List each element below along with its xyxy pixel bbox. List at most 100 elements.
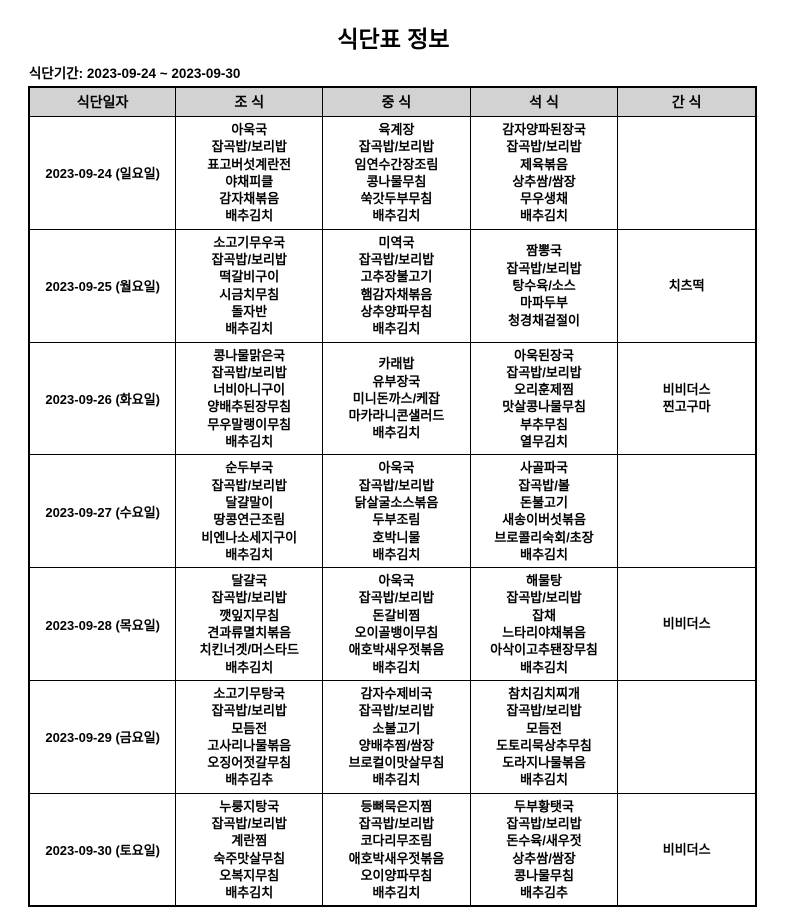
meal-plan-table: 식단일자 조 식 중 식 석 식 간 식 2023-09-24 (일요일) 아욱국… [28,86,757,907]
menu-item: 배추김치 [372,772,421,788]
menu-item: 임연수간장조림 [354,156,439,172]
menu-item: 오복지무침 [219,867,280,883]
snack-cell [617,116,757,230]
menu-item: 돈불고기 [520,494,568,510]
meal-row: 2023-09-30 (토요일) 누룽지탕국 잡곡밥/보리밥 계란찜 숙주맛살무침 오복지… [28,792,757,907]
menu-item: 모듬전 [526,720,562,736]
menu-item: 잡곡밥/보리밥 [211,703,287,719]
menu-item: 잡곡밥/보리밥 [506,260,582,276]
date-cell: 2023-09-28 (목요일) [28,567,177,681]
menu-item: 사골파국 [520,460,568,476]
menu-item: 잡곡밥/보리밥 [358,703,435,719]
dinner-cell: 감자양파된장국 잡곡밥/보리밥 제육볶음 상추쌈/쌈장 무우생채 배추김치 [469,116,619,230]
menu-item: 상추양파무침 [360,303,433,319]
menu-item: 찐고구마 [662,399,711,415]
menu-item: 오리훈제찜 [514,382,574,398]
dinner-cell: 해물탕 잡곡밥/보리밥 잡채 느타리야채볶음 아삭이고추됀장무침 배추김치 [469,567,619,681]
menu-item: 잡곡밥/보리밥 [211,590,287,606]
menu-item: 계란찜 [231,833,268,849]
menu-item: 콩나물무침 [366,173,427,189]
menu-item: 배추김추 [225,772,274,788]
menu-item: 청경채겉절이 [508,312,580,328]
menu-item: 잡곡밥/보리밥 [358,590,435,606]
menu-item: 고추장불고기 [360,269,433,285]
menu-item: 잡곡밥/보리밥 [211,252,287,268]
menu-item: 미역국 [378,234,415,250]
menu-item: 탕수육/소스 [512,278,576,294]
menu-item: 잡곡밥/보리밥 [506,364,582,380]
dinner-cell: 두부황탯국 잡곡밥/보리밥 돈수육/새우젓 상추쌈/쌈장 콩나물무침 배추김추 [469,792,619,907]
menu-item: 잡곡밥/보리밥 [211,139,287,155]
menu-item: 잡곡밥/보리밥 [211,364,287,380]
menu-item: 배추김치 [520,659,568,675]
menu-item: 배추김추 [520,885,568,901]
lunch-cell: 등뼈묵은지찜 잡곡밥/보리밥 코다리무조림 애호박새우젓볶음 오이양파무침 배추김치 [322,792,471,907]
menu-item: 배추김치 [520,546,568,562]
menu-item: 잡곡밥/보리밥 [358,477,435,493]
breakfast-cell: 아욱국 잡곡밥/보리밥 표고버섯계란전 야채피클 감자채볶음 배추김치 [175,116,324,230]
menu-item: 배추김치 [372,208,421,224]
menu-item: 돈갈비찜 [372,607,421,623]
menu-item: 치킨너겟/머스타드 [199,642,299,658]
menu-item: 미니돈까스/케잡 [352,390,441,406]
menu-item: 소고기무탕국 [213,685,286,701]
header-lunch: 중 식 [322,86,471,117]
menu-item: 너비아니구이 [213,382,286,398]
menu-item: 오이골뱅이무침 [354,625,439,641]
menu-item: 잡곡밥/보리밥 [358,139,435,155]
menu-item: 감자수제비국 [360,685,433,701]
menu-item: 도라지나물볶음 [502,755,586,771]
menu-item: 배추김치 [372,885,421,901]
menu-item: 돌자반 [231,303,268,319]
breakfast-cell: 소고기무우국 잡곡밥/보리밥 떡갈비구이 시금치무침 돌자반 배추김치 [175,228,324,343]
date-cell: 2023-09-29 (금요일) [28,679,177,794]
menu-item: 배추김치 [225,434,274,450]
menu-item: 배추김치 [225,659,274,675]
menu-item: 치츠떡 [668,278,705,294]
menu-item: 배추김치 [520,772,568,788]
menu-item: 브로콜리숙회/초장 [494,529,594,545]
menu-item: 배추김치 [520,208,568,224]
snack-cell [617,679,757,794]
date-cell: 2023-09-24 (일요일) [28,116,177,230]
menu-item: 깻잎지무침 [219,607,280,623]
breakfast-cell: 소고기무탕국 잡곡밥/보리밥 모듬전 고사리나물볶음 오징어젓갈무침 배추김추 [175,679,324,794]
menu-item: 표고버섯계란전 [207,156,292,172]
menu-item: 아삭이고추됀장무침 [490,642,598,658]
breakfast-cell: 순두부국 잡곡밥/보리밥 달걀말이 땅콩연근조림 비엔나소세지구이 배추김치 [175,454,324,569]
meal-row: 2023-09-25 (월요일) 소고기무우국 잡곡밥/보리밥 떡갈비구이 시금치무침 돌… [28,228,757,343]
menu-item: 잡곡밥/보리밥 [506,703,582,719]
menu-item: 배추김치 [372,659,421,675]
menu-item: 비비더스 [662,841,711,857]
menu-item: 잡곡밥/보리밥 [506,815,582,831]
menu-item: 누룽지탕국 [219,798,280,814]
menu-item: 닭살굴소스볶음 [354,494,439,510]
menu-item: 시금치무침 [219,286,280,302]
menu-item: 야채피클 [225,173,274,189]
header-dinner: 석 식 [469,86,619,117]
menu-item: 애호박새우젓볶음 [348,642,445,658]
menu-item: 부추무침 [520,416,568,432]
menu-item: 잡곡밥/볼 [518,477,570,493]
menu-item: 아욱국 [378,573,415,589]
menu-item: 감자채볶음 [219,191,280,207]
date-cell: 2023-09-30 (토요일) [28,792,177,907]
menu-item: 비비더스 [662,382,711,398]
menu-item: 잡곡밥/보리밥 [506,590,582,606]
menu-item: 상추쌈/쌈장 [512,850,576,866]
date-cell: 2023-09-25 (월요일) [28,228,177,343]
meal-period-label: 식단기간: 2023-09-24 ~ 2023-09-30 [29,66,241,81]
menu-item: 두부황탯국 [514,798,574,814]
meal-row: 2023-09-28 (목요일) 달걀국 잡곡밥/보리밥 깻잎지무침 견과류멸치볶음 치킨… [28,567,757,681]
menu-item: 달걀국 [231,573,268,589]
lunch-cell: 미역국 잡곡밥/보리밥 고추장불고기 햄감자채볶음 상추양파무침 배추김치 [322,228,471,343]
menu-item: 배추김치 [225,321,274,337]
table-header: 식단일자 조 식 중 식 석 식 간 식 [28,86,757,117]
menu-item: 열무김치 [520,434,568,450]
menu-item: 오징어젓갈무침 [207,755,292,771]
header-breakfast: 조 식 [175,86,324,117]
menu-item: 상추쌈/쌈장 [512,173,576,189]
menu-item: 잡채 [532,607,557,623]
meal-row: 2023-09-24 (일요일) 아욱국 잡곡밥/보리밥 표고버섯계란전 야채피클 감자채… [28,116,757,230]
